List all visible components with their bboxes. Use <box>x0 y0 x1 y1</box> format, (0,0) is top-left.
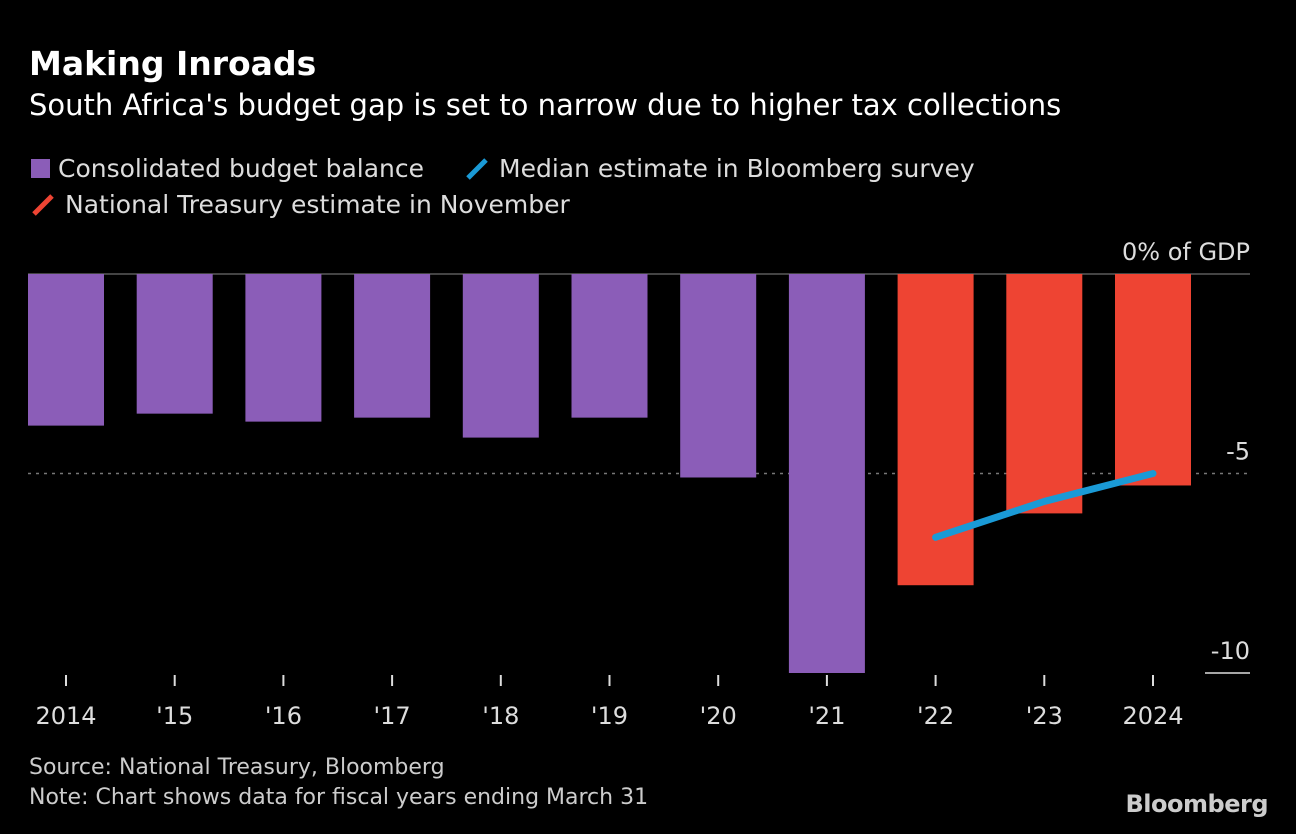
note-text: Note: Chart shows data for fiscal years … <box>29 785 649 810</box>
legend-swatch-box <box>31 159 50 178</box>
bar-16 <box>245 274 322 422</box>
x-tick-label: '21 <box>808 702 845 730</box>
y-tick-label: -5 <box>1226 438 1250 466</box>
legend-item-median-estimate: Median estimate in Bloomberg survey <box>465 154 975 183</box>
bar-21 <box>788 274 865 673</box>
x-tick-label: '23 <box>1026 702 1063 730</box>
y-tick-label: -10 <box>1211 637 1250 665</box>
x-tick-label: '18 <box>482 702 519 730</box>
x-tick-label: '16 <box>265 702 302 730</box>
bar-18 <box>462 274 539 438</box>
legend-swatch-line <box>32 193 54 216</box>
legend-swatch-line <box>466 157 488 180</box>
source-text: Source: National Treasury, Bloomberg <box>29 755 445 780</box>
legend-label: National Treasury estimate in November <box>65 190 570 219</box>
bar-15 <box>136 274 213 414</box>
y-tick-label: 0% of GDP <box>1122 238 1250 266</box>
bar-22 <box>897 274 974 586</box>
legend-label: Median estimate in Bloomberg survey <box>499 154 975 183</box>
legend-item-budget-balance: Consolidated budget balance <box>31 154 424 183</box>
x-tick-label: 2014 <box>35 702 96 730</box>
bar-23 <box>1006 274 1083 514</box>
legend-item-treasury-estimate: National Treasury estimate in November <box>31 190 570 219</box>
bar-19 <box>571 274 648 418</box>
x-tick-label: 2024 <box>1122 702 1183 730</box>
chart-title: Making Inroads <box>29 44 317 83</box>
x-tick-label: '19 <box>591 702 628 730</box>
chart-subtitle: South Africa's budget gap is set to narr… <box>29 88 1062 122</box>
bloomberg-logo: Bloomberg <box>1125 790 1269 818</box>
x-tick-label: '15 <box>156 702 193 730</box>
bar-17 <box>354 274 431 418</box>
bar-2024 <box>1115 274 1191 486</box>
x-tick-label: '20 <box>700 702 737 730</box>
median-estimate-line <box>932 470 1157 541</box>
x-tick-label: '22 <box>917 702 954 730</box>
x-tick-label: '17 <box>374 702 411 730</box>
bar-20 <box>680 274 757 478</box>
bar-2014 <box>28 274 104 426</box>
legend-label: Consolidated budget balance <box>58 154 425 183</box>
